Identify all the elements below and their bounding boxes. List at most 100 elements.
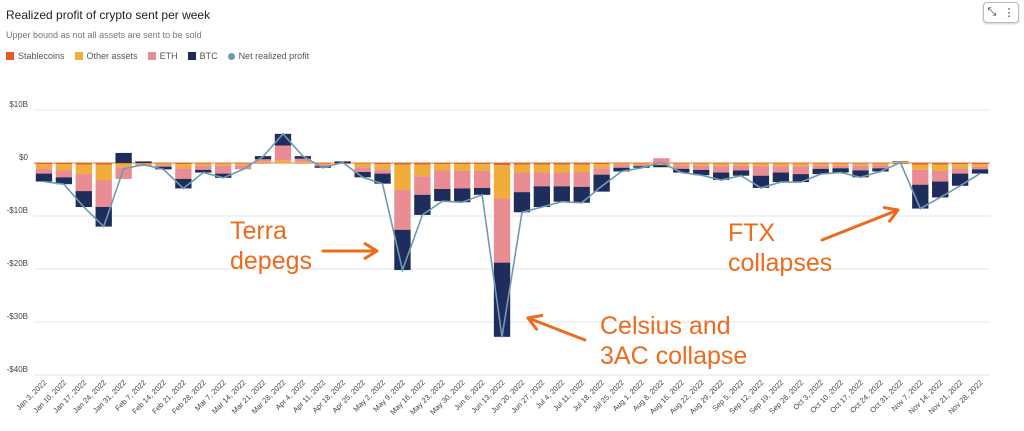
legend-item[interactable]: BTC	[187, 51, 218, 61]
bar-other-assets	[872, 163, 889, 166]
net-profit-point	[780, 181, 782, 183]
bar-btc	[493, 262, 511, 337]
net-profit-point	[620, 170, 623, 173]
bar-eth	[493, 198, 511, 263]
bar-other-assets	[573, 164, 590, 173]
bar-stablecoins	[473, 163, 491, 165]
bar-other-assets	[693, 163, 710, 166]
bar-eth	[294, 158, 312, 162]
bar-other-assets	[473, 164, 491, 171]
bar-btc	[593, 174, 610, 192]
annotation-celsius: Celsius and 3AC collapse	[600, 311, 747, 371]
bar-eth	[693, 165, 710, 170]
bar-eth	[772, 166, 790, 173]
net-profit-point	[839, 171, 842, 174]
bar-btc	[932, 181, 949, 198]
bar-stablecoins	[195, 163, 212, 164]
legend-label: Stablecoins	[18, 51, 65, 61]
net-profit-point	[202, 171, 205, 174]
bar-btc	[454, 188, 471, 203]
chart-menu-button[interactable]: ⤡ ⋮	[983, 2, 1019, 23]
bar-other-assets	[195, 163, 212, 166]
annotation-terra-line1: Terra	[230, 217, 287, 245]
bar-stablecoins	[234, 163, 252, 164]
bar-btc	[712, 172, 730, 180]
bar-other-assets	[712, 163, 730, 167]
bar-btc	[195, 169, 212, 173]
legend-item[interactable]: Net realized profit	[227, 51, 309, 61]
bar-btc	[155, 166, 172, 170]
bar-stablecoins	[493, 163, 511, 166]
bar-eth	[314, 164, 331, 167]
bar-eth	[394, 190, 411, 230]
bar-eth	[752, 166, 770, 176]
bar-other-assets	[175, 164, 192, 169]
bar-btc	[951, 173, 969, 186]
ftx-arrow	[820, 208, 900, 242]
bar-other-assets	[374, 164, 391, 170]
bar-other-assets	[832, 163, 849, 166]
net-profit-point	[501, 336, 503, 338]
bar-eth	[971, 166, 989, 170]
net-profit-point	[919, 207, 922, 210]
y-tick-label: $10B	[9, 100, 28, 109]
bar-other-assets	[215, 163, 232, 166]
net-profit-point	[521, 211, 523, 214]
bar-other-assets	[35, 164, 53, 169]
more-vert-icon[interactable]: ⋮	[1003, 7, 1015, 19]
legend: Stablecoins Other assets ETH BTC Net realize…	[6, 51, 309, 61]
bar-stablecoins	[951, 163, 969, 165]
net-profit-line	[43, 132, 981, 337]
legend-label: ETH	[159, 51, 178, 61]
net-profit-point	[142, 163, 145, 166]
net-profit-point	[381, 182, 384, 185]
annotation-ftx: FTX collapses	[728, 218, 832, 278]
net-profit-point	[959, 184, 961, 187]
chart-subtitle: Upper bound as not all assets are sent t…	[6, 30, 202, 40]
bar-eth	[414, 176, 431, 195]
net-profit-point	[401, 269, 404, 271]
bar-eth	[75, 174, 92, 192]
bar-eth	[195, 165, 212, 170]
bar-btc	[75, 191, 92, 207]
bar-stablecoins	[414, 163, 431, 165]
bar-eth	[274, 145, 292, 161]
net-profit-point	[899, 161, 902, 164]
bar-stablecoins	[454, 163, 471, 165]
bar-eth	[573, 172, 590, 187]
bar-other-assets	[732, 163, 750, 166]
annotation-celsius-line2: 3AC collapse	[600, 342, 748, 370]
net-profit-point	[600, 185, 603, 188]
bar-other-assets	[852, 163, 869, 166]
bar-other-assets	[633, 163, 650, 165]
legend-item[interactable]: ETH	[147, 51, 178, 61]
bar-eth	[832, 165, 849, 169]
bar-stablecoins	[314, 163, 331, 164]
legend-item[interactable]: Stablecoins	[6, 51, 65, 61]
net-profit-point	[441, 200, 444, 202]
bar-stablecoins	[155, 163, 172, 164]
net-profit-point	[541, 206, 543, 208]
bar-btc	[394, 229, 411, 271]
legend-item[interactable]: Other assets	[74, 51, 138, 61]
collapse-icon[interactable]: ⤡	[987, 6, 997, 18]
bar-stablecoins	[932, 163, 949, 165]
bar-other-assets	[414, 164, 431, 177]
bar-btc	[513, 192, 531, 213]
net-profit-point	[341, 161, 344, 164]
bar-stablecoins	[693, 163, 710, 164]
net-profit-point	[302, 155, 304, 157]
net-profit-point	[560, 200, 563, 203]
bar-other-assets	[75, 164, 92, 175]
bar-other-assets	[294, 161, 312, 163]
net-profit-point	[660, 161, 663, 164]
bar-eth	[254, 159, 272, 162]
bar-btc	[613, 167, 630, 172]
bar-eth	[653, 158, 670, 163]
bar-other-assets	[593, 164, 610, 169]
net-profit-point	[222, 177, 225, 179]
net-profit-point	[63, 183, 65, 185]
bar-eth	[673, 165, 690, 169]
bar-other-assets	[354, 163, 371, 168]
bar-other-assets	[613, 163, 630, 165]
